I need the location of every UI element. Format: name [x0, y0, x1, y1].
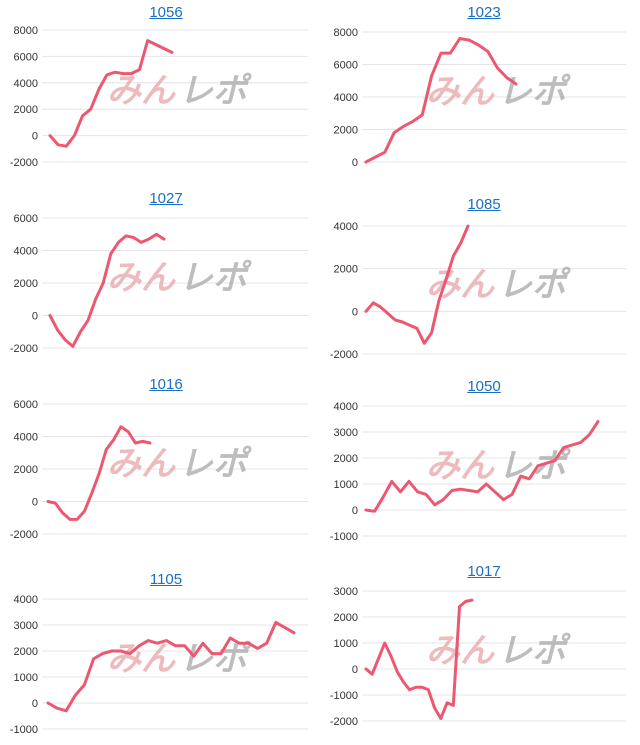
y-tick-label: 0: [32, 131, 38, 143]
y-tick-label: 2000: [334, 125, 358, 137]
y-tick-label: 3000: [14, 620, 38, 632]
panel-1027: 1027 -2000 0 2000 4000 6000 みん レポ: [0, 190, 320, 370]
series-line: [46, 425, 152, 521]
y-tick-label: 4000: [14, 246, 38, 258]
series-line: [48, 39, 174, 148]
y-tick-label: 0: [32, 497, 38, 509]
y-tick-label: 2000: [334, 264, 358, 276]
y-tick-label: 4000: [334, 221, 358, 233]
series-line: [364, 598, 474, 720]
y-tick-label: -1000: [10, 724, 38, 736]
y-tick-label: 0: [32, 311, 38, 323]
watermark-logo: みん: [426, 631, 495, 671]
panel-title-1056[interactable]: 1056: [149, 4, 183, 21]
panel-1023: 1023 0 2000 4000 6000 8000 みん レポ: [320, 4, 640, 184]
watermark-logo: レポ: [179, 258, 252, 298]
panel-title-1105[interactable]: 1105: [149, 571, 183, 588]
y-tick-label: 2000: [14, 464, 38, 476]
y-tick-label: 3000: [334, 586, 358, 598]
line-chart-1085: -2000 0 2000 4000 みん レポ: [330, 221, 626, 361]
y-tick-label: 8000: [14, 25, 38, 37]
series-line: [48, 232, 166, 348]
y-tick-label: 4000: [334, 401, 358, 413]
panel-title-1016[interactable]: 1016: [149, 376, 183, 393]
y-tick-label: 1000: [334, 479, 358, 491]
y-tick-label: 0: [352, 157, 358, 169]
y-tick-label: 4000: [334, 92, 358, 104]
panel-title-1050[interactable]: 1050: [467, 378, 501, 395]
line-chart-1017: -2000 -1000 0 1000 2000 3000 みん レポ: [330, 586, 626, 728]
y-tick-label: 0: [352, 505, 358, 517]
y-tick-label: 4000: [14, 432, 38, 444]
y-tick-label: 2000: [14, 646, 38, 658]
line-chart-1027: -2000 0 2000 4000 6000 みん レポ: [10, 213, 308, 355]
series-line: [364, 420, 600, 513]
y-tick-label: 0: [32, 698, 38, 710]
watermark-logo: レポ: [179, 639, 252, 679]
y-tick-label: 3000: [334, 427, 358, 439]
y-tick-label: 6000: [14, 399, 38, 411]
y-tick-label: 1000: [334, 638, 358, 650]
panel-title-1023[interactable]: 1023: [467, 4, 501, 21]
watermark-logo: みん: [426, 446, 495, 486]
series-line: [364, 224, 470, 345]
y-tick-label: -2000: [330, 716, 358, 728]
line-chart-1056: -2000 0 2000 4000 6000 8000 みん レポ: [10, 25, 308, 169]
y-tick-label: 6000: [334, 60, 358, 72]
y-tick-label: 4000: [14, 594, 38, 606]
series-line: [364, 37, 518, 164]
panel-title-1027[interactable]: 1027: [149, 190, 183, 207]
panel-title-1017[interactable]: 1017: [467, 563, 501, 580]
watermark-logo: レポ: [179, 71, 252, 111]
y-tick-label: -2000: [330, 349, 358, 361]
series-line: [46, 620, 296, 713]
watermark-logo: レポ: [179, 444, 252, 484]
watermark-logo: みん: [426, 72, 495, 112]
watermark-logo: レポ: [498, 631, 571, 671]
y-tick-label: 8000: [334, 27, 358, 39]
y-tick-label: 2000: [14, 104, 38, 116]
line-chart-1016: -2000 0 2000 4000 6000 みん レポ: [10, 399, 308, 541]
watermark-logo: みん: [107, 71, 176, 111]
y-tick-label: 0: [352, 664, 358, 676]
y-tick-label: -2000: [10, 529, 38, 541]
y-tick-label: 2000: [334, 612, 358, 624]
panel-1085: 1085 -2000 0 2000 4000 みん レポ: [320, 196, 640, 376]
y-tick-label: -2000: [10, 157, 38, 169]
y-tick-label: 0: [352, 306, 358, 318]
y-tick-label: -1000: [330, 531, 358, 543]
y-tick-label: 2000: [14, 278, 38, 290]
y-tick-label: -1000: [330, 690, 358, 702]
panel-1017: 1017 -2000 -1000 0 1000 2000 3000 みん レポ: [320, 563, 640, 743]
y-tick-label: 6000: [14, 51, 38, 63]
y-tick-label: 1000: [14, 672, 38, 684]
watermark-logo: みん: [107, 258, 176, 298]
panel-1050: 1050 -1000 0 1000 2000 3000 4000 みん レポ: [320, 378, 640, 558]
y-tick-label: 6000: [14, 213, 38, 225]
y-tick-label: -2000: [10, 343, 38, 355]
panel-title-1085[interactable]: 1085: [467, 196, 501, 213]
watermark-logo: みん: [107, 444, 176, 484]
watermark-logo: レポ: [498, 265, 571, 305]
panel-1105: 1105 -1000 0 1000 2000 3000 4000 みん レポ: [0, 571, 320, 745]
y-tick-label: 2000: [334, 453, 358, 465]
panel-1016: 1016 -2000 0 2000 4000 6000 みん レポ: [0, 376, 320, 556]
y-tick-label: 4000: [14, 78, 38, 90]
panel-1056: 1056 -2000 0 2000 4000 6000 8000 みん レポ: [0, 4, 320, 184]
watermark-logo: みん: [426, 265, 495, 305]
